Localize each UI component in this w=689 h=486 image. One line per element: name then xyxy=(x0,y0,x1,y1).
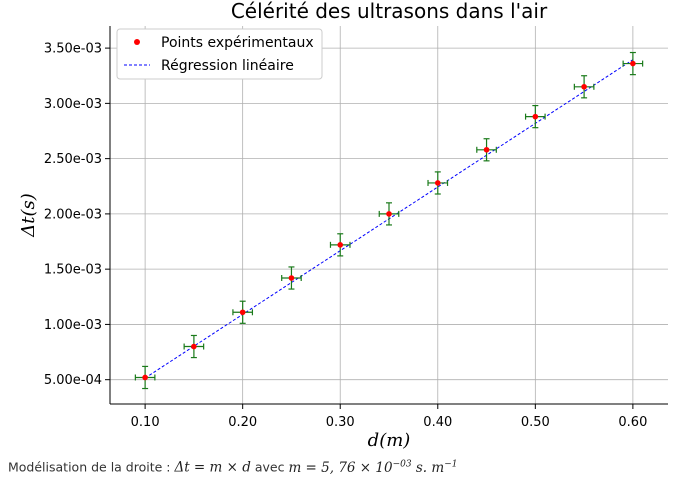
data-point-group xyxy=(573,75,595,99)
caption-exponent: −03 xyxy=(392,459,412,469)
legend-label-regression: Régression linéaire xyxy=(161,58,294,74)
x-tick-label: 0.30 xyxy=(326,415,355,430)
data-point xyxy=(239,309,246,316)
x-tick-label: 0.50 xyxy=(521,415,550,430)
data-point xyxy=(532,113,539,120)
data-point xyxy=(142,374,148,381)
y-tick-label: 5.00e-04 xyxy=(44,373,102,388)
data-points xyxy=(134,51,644,390)
data-point xyxy=(386,211,392,217)
legend-marker-points xyxy=(134,39,140,45)
x-tick-label: 0.10 xyxy=(131,415,160,430)
y-axis-label: Δt(s) xyxy=(18,193,39,238)
caption-equation: Δt = m × d xyxy=(174,459,251,476)
data-point-group xyxy=(427,171,449,195)
data-point-group xyxy=(183,334,205,359)
data-point-group xyxy=(281,266,302,290)
data-point-group xyxy=(134,365,156,390)
caption-slope: m = 5, 76 × 10−03 s. m−1 xyxy=(288,459,458,476)
data-point-group xyxy=(232,300,254,324)
y-tick-label: 1.00e-03 xyxy=(44,318,102,333)
x-tick-label: 0.20 xyxy=(228,415,257,430)
y-tick-label: 2.00e-03 xyxy=(44,207,102,222)
data-point xyxy=(288,275,295,281)
caption-middle: avec xyxy=(250,459,289,475)
data-point-group xyxy=(524,104,546,129)
model-caption: Modélisation de la droite : Δt = m × d a… xyxy=(8,459,457,476)
x-tick-label: 0.40 xyxy=(423,415,452,430)
y-tick-label: 2.50e-03 xyxy=(44,152,102,167)
legend-box xyxy=(116,28,323,80)
data-point xyxy=(191,343,197,350)
x-axis-label: d(m) xyxy=(368,430,411,451)
tick-labels: 0.10 0.20 0.30 0.40 0.50 0.60 5.00e-04 1.00e-03… xyxy=(44,42,648,430)
y-tick-label: 1.50e-03 xyxy=(44,263,102,278)
caption-unit: s. m xyxy=(411,459,445,476)
caption-unit-exponent: −1 xyxy=(444,459,458,469)
data-point-group xyxy=(622,51,644,76)
data-point xyxy=(337,242,344,248)
data-point xyxy=(630,60,636,67)
data-point-group xyxy=(476,138,497,162)
data-point xyxy=(581,83,587,90)
legend-label-points: Points expérimentaux xyxy=(161,35,314,51)
chart-title: Célérité des ultrasons dans l'air xyxy=(231,0,548,23)
caption-prefix: Modélisation de la droite : xyxy=(8,459,175,475)
x-tick-label: 0.60 xyxy=(618,415,647,430)
legend: Points expérimentaux Régression linéaire xyxy=(116,28,323,80)
y-tick-label: 3.00e-03 xyxy=(44,97,102,112)
data-point-group xyxy=(378,202,400,226)
caption-m-value: m = 5, 76 × 10 xyxy=(288,459,393,476)
data-point xyxy=(483,146,490,153)
data-point-group xyxy=(329,233,351,257)
data-point xyxy=(434,180,441,186)
grid xyxy=(110,26,668,404)
y-tick-label: 3.50e-03 xyxy=(44,42,102,57)
axes xyxy=(105,26,668,409)
